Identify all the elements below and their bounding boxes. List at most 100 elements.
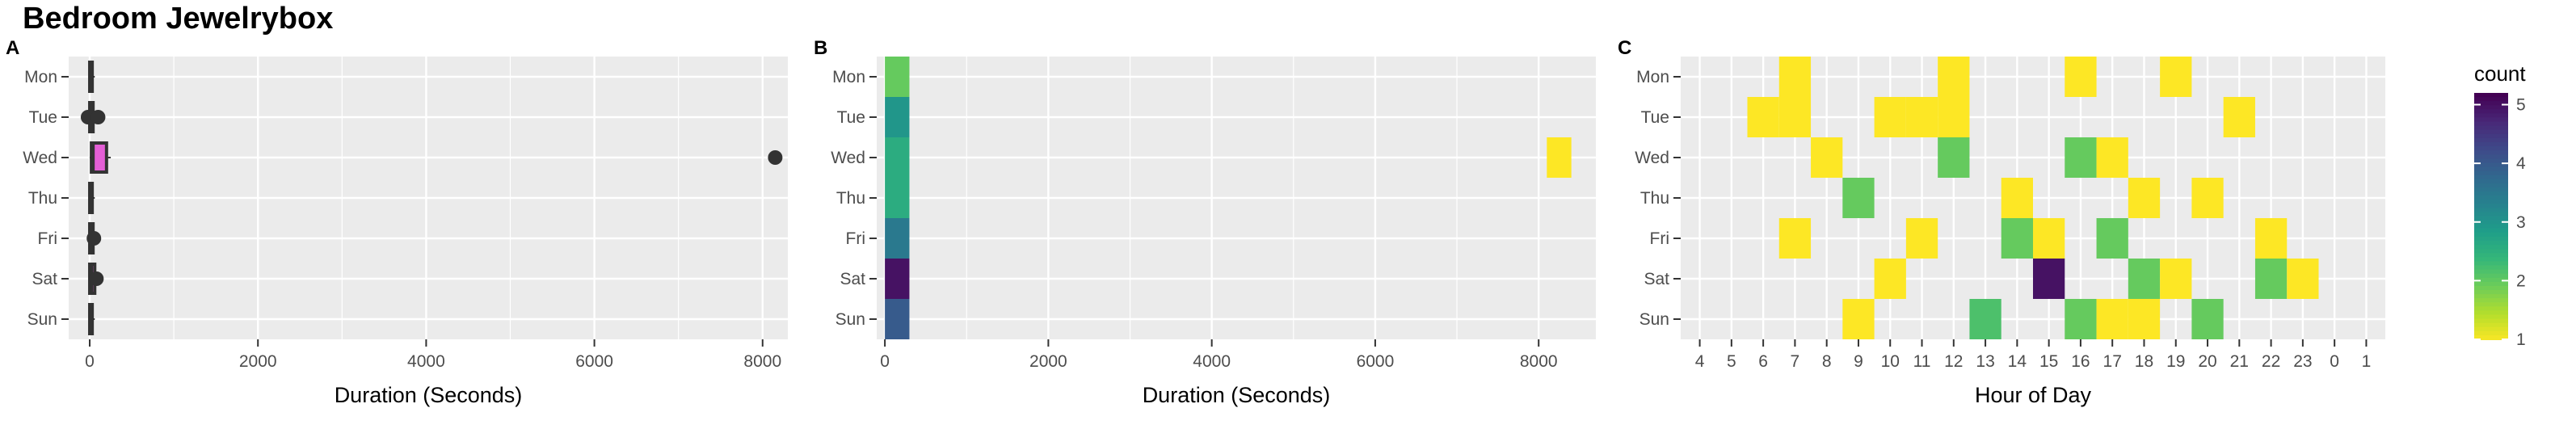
x-tick-label: 4 [1695, 352, 1705, 371]
heat-cell [1811, 137, 1843, 178]
legend-color-step [2474, 121, 2508, 127]
legend-color-step [2474, 281, 2508, 287]
heat-cell [885, 218, 910, 259]
x-tick-label: 5 [1727, 352, 1736, 371]
legend-color-step [2474, 142, 2508, 148]
legend-color-step [2474, 302, 2508, 308]
panel-tag-B: B [814, 37, 827, 59]
y-tick-label: Mon [1636, 68, 1669, 86]
x-tick-label: 2000 [1029, 352, 1067, 371]
heat-cell [1938, 57, 1970, 97]
heat-cell [2096, 218, 2128, 259]
x-tick-label: 17 [2103, 352, 2122, 371]
y-tick-label: Thu [28, 189, 57, 208]
legend-color-step [2474, 249, 2508, 254]
legend-color-step [2474, 196, 2508, 201]
x-tick-label: 0 [2330, 352, 2339, 371]
legend-color-step [2474, 109, 2508, 115]
legend-color-step [2474, 306, 2508, 312]
heat-cell [2033, 259, 2065, 299]
legend-title: count [2474, 61, 2526, 86]
legend-color-step [2474, 261, 2508, 267]
legend-color-step [2474, 310, 2508, 316]
legend-color-step [2474, 334, 2508, 340]
page-title: Bedroom Jewelrybox [23, 2, 334, 36]
heat-cell [885, 137, 910, 178]
legend-color-step [2474, 166, 2508, 172]
heat-cell [1778, 97, 1812, 137]
legend-tick-label: 5 [2516, 96, 2526, 115]
heat-cell [1547, 137, 1572, 178]
panel-tag-A: A [6, 37, 19, 59]
x-tick-label: 6000 [1357, 352, 1395, 371]
legend-color-step [2474, 330, 2508, 336]
heat-cell [2223, 97, 2255, 137]
legend-color-step [2474, 187, 2508, 192]
y-tick-label: Thu [1640, 189, 1669, 208]
legend-tick-label: 3 [2516, 213, 2526, 232]
legend-color-step [2474, 236, 2508, 242]
heat-cell [1938, 97, 1970, 137]
legend-color-step [2474, 105, 2508, 111]
heat-cell [2254, 259, 2288, 299]
heat-cell [1842, 299, 1875, 339]
legend-color-step [2474, 158, 2508, 164]
y-tick-label: Tue [837, 108, 865, 127]
legend-color-step [2474, 326, 2508, 332]
heat-cell [2096, 137, 2128, 178]
y-tick-label: Tue [29, 108, 57, 127]
y-tick-label: Mon [24, 68, 57, 86]
legend-color-step [2474, 208, 2508, 213]
legend-color-step [2474, 183, 2508, 188]
x-tick-label: 4000 [1193, 352, 1231, 371]
legend-tick-label: 2 [2516, 271, 2526, 290]
legend-tick-label: 1 [2516, 330, 2526, 349]
legend-color-step [2474, 212, 2508, 217]
heat-cell [885, 259, 910, 299]
box-Wed [90, 141, 108, 174]
heat-cell [2065, 57, 2097, 97]
legend-color-step [2474, 220, 2508, 225]
heat-cell [2287, 259, 2319, 299]
x-tick-label: 11 [1913, 352, 1931, 371]
x-tick-label: 2000 [239, 352, 277, 371]
legend-color-step [2474, 204, 2508, 209]
x-tick-label: 1 [2362, 352, 2372, 371]
y-tick-label: Sat [1644, 270, 1669, 288]
x-tick-label: 23 [2293, 352, 2312, 371]
panel-tag-C: C [1618, 37, 1631, 59]
heat-cell [2096, 299, 2128, 339]
x-tick-label: 7 [1791, 352, 1800, 371]
y-tick-label: Wed [1635, 149, 1669, 167]
legend-color-step [2474, 241, 2508, 246]
legend-color-step [2474, 285, 2508, 291]
y-tick-label: Sat [840, 270, 865, 288]
heat-cell [1842, 178, 1875, 218]
legend-color-step [2474, 232, 2508, 238]
y-tick-label: Fri [1650, 229, 1670, 248]
x-tick-label: 6000 [575, 352, 613, 371]
heat-cell [2254, 218, 2288, 259]
legend-color-step [2474, 150, 2508, 156]
x-tick-label: 14 [2008, 352, 2027, 371]
legend-tick-label: 4 [2516, 154, 2526, 173]
legend-color-step [2474, 101, 2508, 107]
legend-color-step [2474, 294, 2508, 300]
heat-cell [885, 57, 910, 97]
legend-color-step [2474, 97, 2508, 103]
legend-color-step [2474, 133, 2508, 139]
x-tick-label: 13 [1976, 352, 1994, 371]
legend-color-step [2474, 228, 2508, 233]
heat-cell [1905, 97, 1938, 137]
legend-color-step [2474, 216, 2508, 221]
x-tick-label: 10 [1881, 352, 1900, 371]
y-tick-label: Tue [1641, 108, 1669, 127]
legend-color-step [2474, 253, 2508, 259]
heat-cell [2065, 137, 2097, 178]
x-tick-label: 19 [2166, 352, 2185, 371]
heat-cell [2033, 218, 2065, 259]
x-tick-label: 0 [85, 352, 95, 371]
x-tick-label: 8 [1822, 352, 1832, 371]
y-tick-label: Sun [836, 310, 865, 329]
